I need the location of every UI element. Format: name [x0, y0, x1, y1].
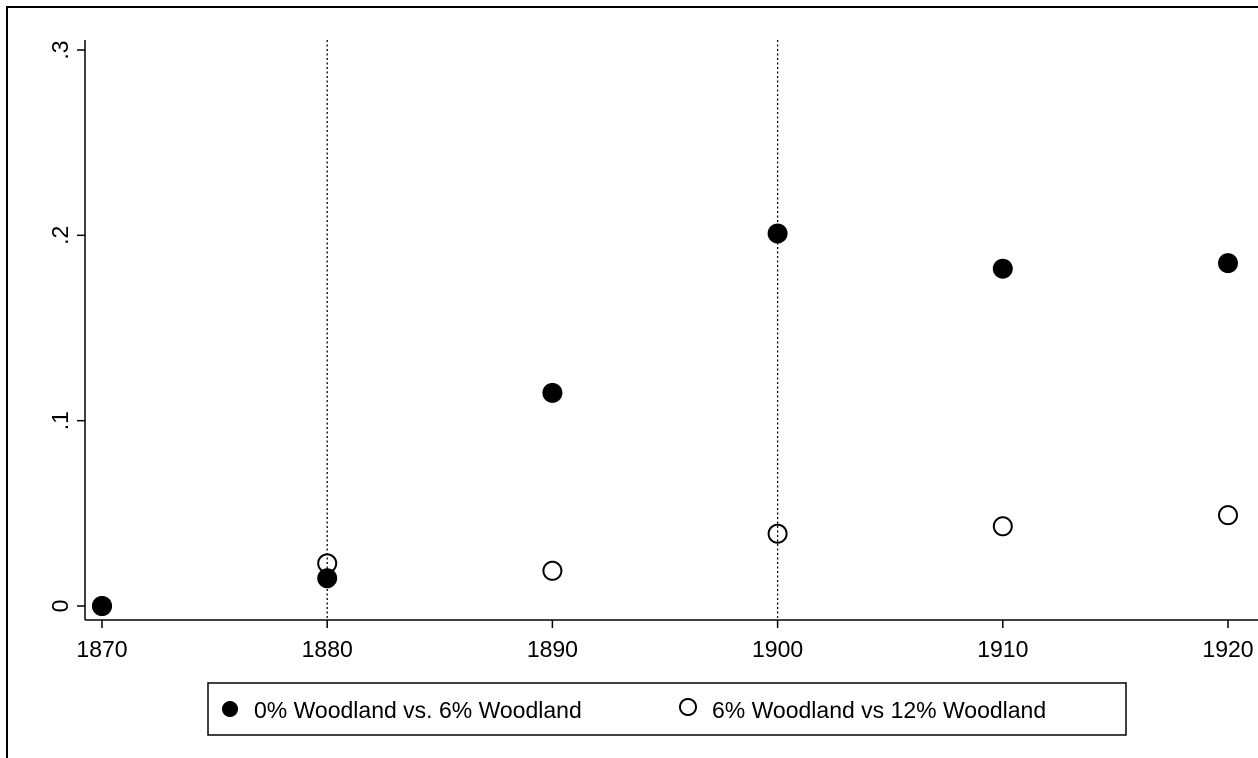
legend-marker-series-0 — [222, 701, 238, 717]
point-series-0-3 — [767, 223, 788, 244]
legend-label-series-1: 6% Woodland vs 12% Woodland — [712, 697, 1046, 723]
legend-marker-series-1 — [679, 698, 697, 716]
point-series-1-3 — [767, 523, 788, 544]
y-axis-ticks: 0 .1 .2 .3 — [47, 40, 85, 612]
reference-lines — [326, 40, 779, 620]
x-tick-label-0: 1870 — [76, 636, 127, 662]
point-series-0-1 — [317, 568, 338, 589]
x-tick-label-5: 1920 — [1202, 636, 1253, 662]
point-series-0-5 — [1218, 253, 1238, 274]
point-series-1-2 — [542, 560, 563, 581]
x-tick-label-3: 1900 — [752, 636, 803, 662]
y-tick-label-2: .2 — [47, 226, 73, 245]
point-series-1-4 — [992, 516, 1013, 537]
legend-box — [207, 682, 1127, 736]
point-series-0-0 — [92, 596, 112, 616]
y-tick-label-3: .3 — [47, 40, 73, 59]
point-series-1-5 — [1218, 505, 1238, 526]
data-points — [92, 223, 1238, 616]
point-series-0-4 — [992, 258, 1013, 279]
legend: 0% Woodland vs. 6% Woodland 6% Woodland … — [207, 682, 1127, 736]
legend-label-series-0: 0% Woodland vs. 6% Woodland — [254, 697, 582, 723]
x-axis-ticks: 1870 1880 1890 1900 1910 1920 — [76, 620, 1254, 662]
x-tick-label-2: 1890 — [527, 636, 578, 662]
x-tick-label-1: 1880 — [302, 636, 353, 662]
x-tick-label-4: 1910 — [977, 636, 1028, 662]
y-tick-label-1: .1 — [47, 411, 73, 430]
y-tick-label-0: 0 — [47, 600, 73, 613]
point-series-0-2 — [542, 382, 563, 403]
